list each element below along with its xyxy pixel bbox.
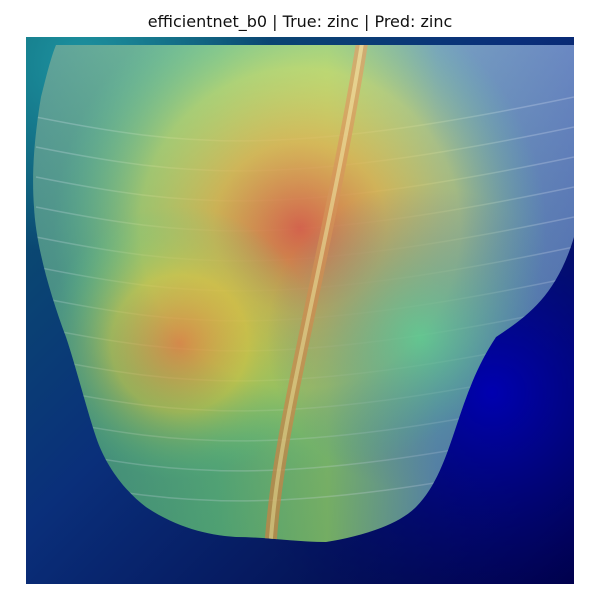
heatmap-image xyxy=(26,37,574,584)
heatmap-svg xyxy=(26,37,574,584)
figure-title: efficientnet_b0 | True: zinc | Pred: zin… xyxy=(147,12,453,31)
